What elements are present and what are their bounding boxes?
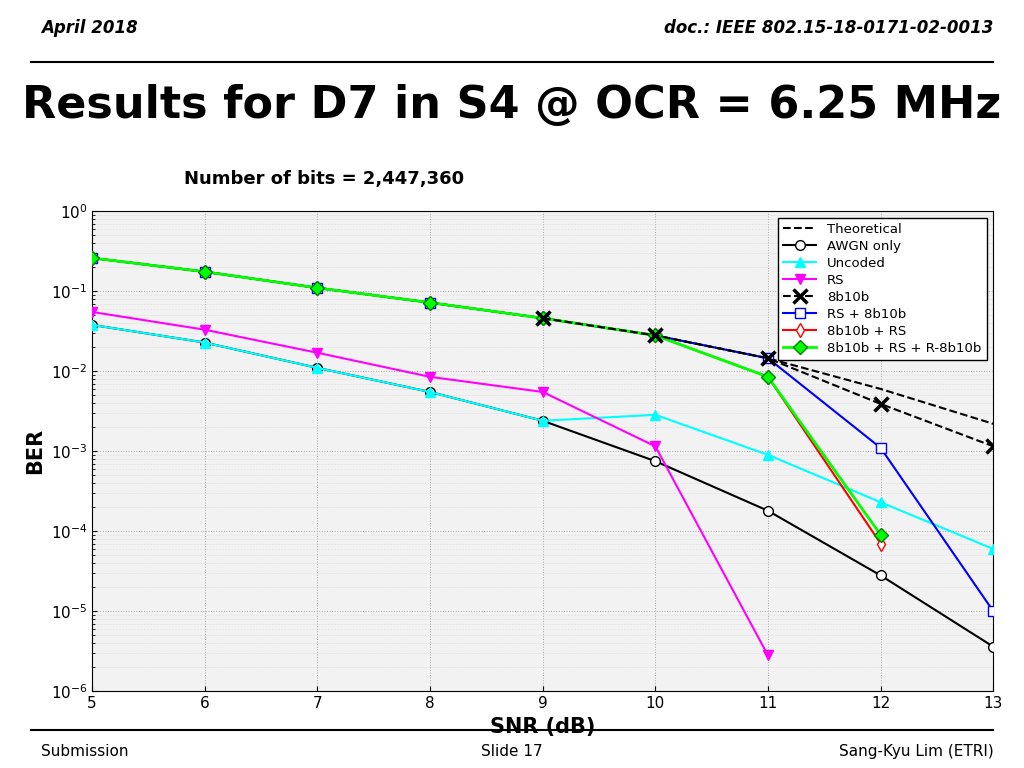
RS <box>199 325 211 334</box>
Text: Slide 17: Slide 17 <box>481 744 543 760</box>
Text: Results for D7 in S4 @ OCR = 6.25 MHz: Results for D7 in S4 @ OCR = 6.25 MHz <box>23 84 1001 127</box>
8b10b + RS <box>199 267 211 276</box>
Line: RS: RS <box>87 307 773 660</box>
8b10b + RS + R-8b10b <box>649 331 662 340</box>
Theoretical <box>762 354 774 363</box>
8b10b <box>987 442 999 451</box>
Legend: Theoretical, AWGN only, Uncoded, RS, 8b10b, RS + 8b10b, 8b10b + RS, 8b10b + RS +: Theoretical, AWGN only, Uncoded, RS, 8b1… <box>778 218 987 360</box>
8b10b <box>874 399 887 409</box>
AWGN only <box>86 320 98 329</box>
Uncoded <box>199 338 211 347</box>
Text: April 2018: April 2018 <box>41 19 137 37</box>
Theoretical <box>424 298 436 307</box>
8b10b + RS <box>424 298 436 307</box>
Theoretical <box>86 253 98 263</box>
Text: Number of bits = 2,447,360: Number of bits = 2,447,360 <box>184 170 465 187</box>
Line: AWGN only: AWGN only <box>87 320 998 651</box>
RS + 8b10b <box>762 354 774 363</box>
8b10b + RS + R-8b10b <box>874 530 887 539</box>
8b10b + RS + R-8b10b <box>537 313 549 323</box>
RS <box>649 442 662 451</box>
AWGN only <box>874 571 887 580</box>
8b10b + RS + R-8b10b <box>762 372 774 382</box>
8b10b + RS <box>537 313 549 323</box>
AWGN only <box>424 387 436 396</box>
X-axis label: SNR (dB): SNR (dB) <box>490 717 595 737</box>
AWGN only <box>762 506 774 515</box>
Text: doc.: IEEE 802.15-18-0171-02-0013: doc.: IEEE 802.15-18-0171-02-0013 <box>664 19 993 37</box>
RS <box>537 387 549 396</box>
RS + 8b10b <box>86 253 98 263</box>
Line: 8b10b: 8b10b <box>536 311 1000 453</box>
8b10b + RS <box>86 253 98 263</box>
Theoretical <box>649 331 662 340</box>
RS + 8b10b <box>874 443 887 452</box>
8b10b + RS + R-8b10b <box>86 253 98 263</box>
Uncoded <box>86 320 98 329</box>
8b10b <box>762 354 774 363</box>
AWGN only <box>987 642 999 651</box>
AWGN only <box>649 457 662 466</box>
RS <box>424 372 436 382</box>
RS <box>86 307 98 316</box>
Line: Theoretical: Theoretical <box>92 258 993 424</box>
Theoretical <box>987 419 999 429</box>
Uncoded <box>762 450 774 459</box>
Uncoded <box>987 545 999 554</box>
RS + 8b10b <box>199 267 211 276</box>
Uncoded <box>874 498 887 507</box>
8b10b <box>537 313 549 323</box>
Line: Uncoded: Uncoded <box>87 320 998 554</box>
Uncoded <box>537 416 549 425</box>
Y-axis label: BER: BER <box>26 428 45 475</box>
8b10b + RS <box>311 283 324 293</box>
Theoretical <box>199 267 211 276</box>
8b10b <box>649 331 662 340</box>
8b10b + RS <box>649 331 662 340</box>
Uncoded <box>649 410 662 419</box>
8b10b + RS <box>762 372 774 382</box>
RS + 8b10b <box>537 313 549 323</box>
RS + 8b10b <box>424 298 436 307</box>
Line: 8b10b + RS + R-8b10b: 8b10b + RS + R-8b10b <box>87 253 886 540</box>
Uncoded <box>311 363 324 372</box>
Theoretical <box>537 313 549 323</box>
Text: Submission: Submission <box>41 744 128 760</box>
RS + 8b10b <box>987 607 999 616</box>
RS + 8b10b <box>649 331 662 340</box>
AWGN only <box>199 338 211 347</box>
Line: RS + 8b10b: RS + 8b10b <box>87 253 998 616</box>
RS <box>311 348 324 357</box>
8b10b + RS + R-8b10b <box>311 283 324 293</box>
8b10b + RS <box>874 539 887 548</box>
8b10b + RS + R-8b10b <box>199 267 211 276</box>
Uncoded <box>424 387 436 396</box>
AWGN only <box>311 363 324 372</box>
RS <box>762 650 774 660</box>
Theoretical <box>311 283 324 293</box>
Theoretical <box>874 384 887 393</box>
RS + 8b10b <box>311 283 324 293</box>
Text: Sang-Kyu Lim (ETRI): Sang-Kyu Lim (ETRI) <box>839 744 993 760</box>
8b10b + RS + R-8b10b <box>424 298 436 307</box>
AWGN only <box>537 416 549 425</box>
Line: 8b10b + RS: 8b10b + RS <box>87 253 886 548</box>
